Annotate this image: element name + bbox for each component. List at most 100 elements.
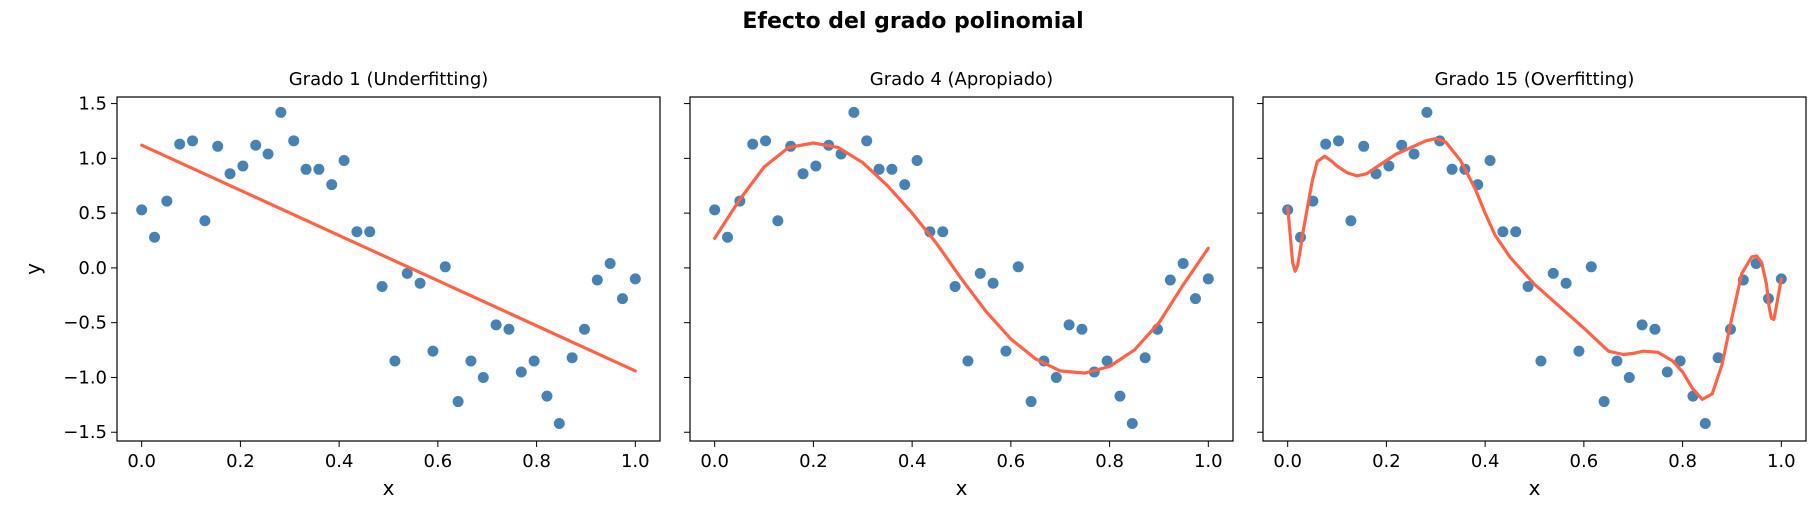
data-point bbox=[490, 319, 502, 331]
y-tick-label: 1.5 bbox=[78, 94, 107, 115]
data-point bbox=[1000, 345, 1012, 357]
data-point bbox=[886, 163, 898, 175]
data-point bbox=[911, 155, 923, 167]
data-point bbox=[987, 277, 999, 289]
y-tick-label: 0.5 bbox=[78, 203, 107, 224]
data-point bbox=[1383, 160, 1395, 172]
data-point bbox=[772, 215, 784, 227]
data-point bbox=[1699, 417, 1711, 429]
plot-frame bbox=[116, 96, 661, 442]
data-point bbox=[1636, 319, 1648, 331]
fit-curve bbox=[140, 143, 637, 373]
data-point bbox=[797, 168, 809, 180]
x-tick-label: 0.4 bbox=[325, 451, 354, 472]
data-point bbox=[1320, 138, 1332, 150]
x-tick-label: 0.2 bbox=[1372, 451, 1401, 472]
x-tick-label: 0.6 bbox=[997, 451, 1026, 472]
data-point bbox=[1421, 106, 1433, 118]
data-point bbox=[1446, 163, 1458, 175]
data-point bbox=[401, 267, 413, 279]
data-point bbox=[1333, 135, 1345, 147]
data-point bbox=[616, 293, 628, 305]
x-tick-label: 0.6 bbox=[1570, 451, 1599, 472]
x-tick-label: 0.8 bbox=[522, 451, 551, 472]
data-point bbox=[1012, 261, 1024, 273]
subplot-2: Grado 4 (Apropiado) 0.0 0.2 0.4 0.6 0.8 1.0 x bbox=[684, 69, 1234, 500]
y-axis-label: y bbox=[21, 263, 45, 275]
plot-frame bbox=[689, 96, 1234, 442]
data-point bbox=[326, 179, 338, 191]
data-point bbox=[899, 179, 911, 191]
x-tick-label: 0.2 bbox=[226, 451, 255, 472]
data-point bbox=[503, 323, 515, 335]
data-point bbox=[760, 135, 772, 147]
x-axis-label: x bbox=[956, 476, 968, 500]
data-point bbox=[452, 396, 464, 408]
data-point bbox=[747, 138, 759, 150]
data-point bbox=[1139, 352, 1151, 364]
data-point bbox=[313, 163, 325, 175]
x-tick-label: 0.6 bbox=[424, 451, 453, 472]
data-point bbox=[1126, 417, 1138, 429]
data-point bbox=[161, 195, 173, 207]
y-tick-label: −0.5 bbox=[63, 313, 107, 334]
data-point bbox=[439, 261, 451, 273]
data-point bbox=[1101, 355, 1113, 367]
data-point bbox=[1396, 139, 1408, 151]
data-point bbox=[1547, 267, 1559, 279]
data-point bbox=[1573, 345, 1585, 357]
fit-curve bbox=[1286, 137, 1783, 401]
data-points bbox=[136, 106, 641, 429]
data-point bbox=[861, 135, 873, 147]
y-tick-label: −1.0 bbox=[63, 367, 107, 388]
data-points bbox=[709, 106, 1214, 429]
data-point bbox=[250, 139, 262, 151]
data-point bbox=[1114, 390, 1126, 402]
x-tick-label: 0.8 bbox=[1095, 451, 1124, 472]
data-point bbox=[578, 323, 590, 335]
data-point bbox=[1177, 258, 1189, 270]
data-point bbox=[288, 135, 300, 147]
data-point bbox=[199, 215, 211, 227]
data-point bbox=[1202, 273, 1214, 285]
plot-frame bbox=[1262, 96, 1807, 442]
data-point bbox=[528, 355, 540, 367]
data-point bbox=[224, 168, 236, 180]
data-point bbox=[709, 204, 721, 216]
data-point bbox=[937, 226, 949, 238]
data-point bbox=[262, 148, 274, 160]
subplot-3: Grado 15 (Overfitting) 0.0 0.2 0.4 0.6 0.8 1.0… bbox=[1257, 69, 1807, 500]
data-point bbox=[477, 371, 489, 383]
data-point bbox=[553, 417, 565, 429]
data-point bbox=[810, 160, 822, 172]
data-point bbox=[974, 267, 986, 279]
data-point bbox=[1345, 215, 1357, 227]
data-point bbox=[1522, 281, 1534, 293]
subplot-title: Grado 15 (Overfitting) bbox=[1435, 69, 1635, 90]
data-point bbox=[465, 355, 477, 367]
data-point bbox=[149, 231, 161, 243]
data-point bbox=[1050, 371, 1062, 383]
data-point bbox=[427, 345, 439, 357]
data-point bbox=[174, 138, 186, 150]
data-point bbox=[848, 106, 860, 118]
data-point bbox=[1598, 396, 1610, 408]
subplot-1: Grado 1 (Underfitting) 0.0 0.2 0.4 0.6 0.8 1.0… bbox=[21, 69, 661, 500]
data-point bbox=[237, 160, 249, 172]
data-point bbox=[136, 204, 148, 216]
x-axis-label: x bbox=[383, 476, 395, 500]
x-axis-label: x bbox=[1529, 476, 1541, 500]
data-point bbox=[376, 281, 388, 293]
data-point bbox=[1611, 355, 1623, 367]
data-point bbox=[212, 140, 224, 152]
data-point bbox=[1712, 352, 1724, 364]
data-point bbox=[1025, 396, 1037, 408]
data-point bbox=[1063, 319, 1075, 331]
subplots: Grado 1 (Underfitting) 0.0 0.2 0.4 0.6 0.8 1.0… bbox=[21, 69, 1807, 500]
x-tick-label: 1.0 bbox=[621, 451, 650, 472]
x-tick-label: 0.8 bbox=[1668, 451, 1697, 472]
data-point bbox=[338, 155, 350, 167]
data-point bbox=[1510, 226, 1522, 238]
data-point bbox=[275, 106, 287, 118]
